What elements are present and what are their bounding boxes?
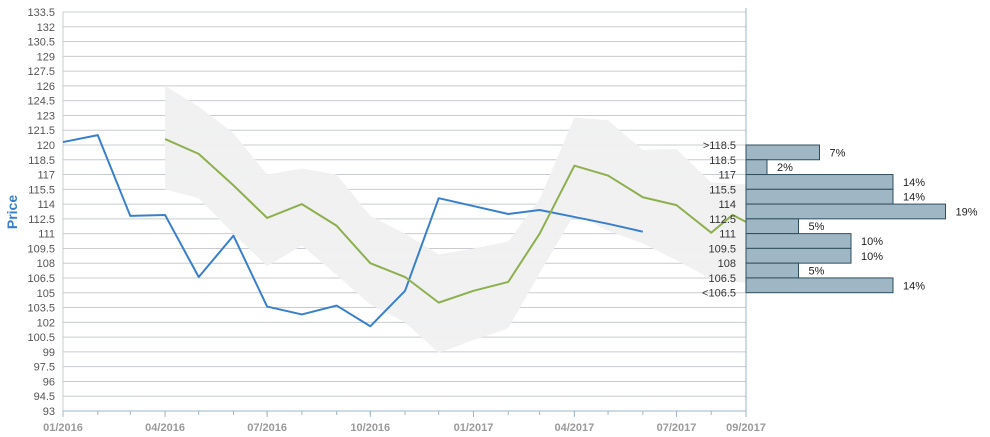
histogram-bar bbox=[745, 188, 894, 205]
y-tick-label: 103.5 bbox=[27, 303, 55, 315]
histogram-bar bbox=[745, 203, 946, 220]
histogram-bar bbox=[745, 247, 852, 264]
histogram-bin-label: 112.5 bbox=[709, 214, 736, 226]
histogram-bin-label: 106.5 bbox=[708, 273, 736, 285]
y-tick-label: 93 bbox=[43, 406, 55, 418]
y-tick-label: 102 bbox=[37, 317, 55, 329]
histogram-bin-label: 109.5 bbox=[708, 243, 736, 255]
histogram-bin-label: 111 bbox=[719, 229, 736, 241]
y-tick-label: 115.5 bbox=[28, 184, 55, 196]
y-tick-label: 126 bbox=[37, 81, 55, 93]
x-tick-label: 07/2016 bbox=[247, 422, 287, 434]
x-tick-label: 01/2017 bbox=[454, 422, 494, 434]
y-axis-label: Price bbox=[4, 195, 20, 229]
y-tick-label: 114 bbox=[37, 199, 55, 211]
y-tick-label: 117 bbox=[37, 170, 55, 182]
band-area bbox=[165, 85, 746, 353]
forecast-series-line bbox=[164, 138, 747, 304]
y-tick-label: 132 bbox=[37, 22, 55, 34]
histogram-percent-label: 14% bbox=[903, 192, 925, 204]
histogram-percent-label: 5% bbox=[809, 266, 825, 278]
y-tick-label: 105 bbox=[37, 288, 55, 300]
confidence-band bbox=[165, 85, 746, 353]
histogram-percent-label: 14% bbox=[903, 177, 925, 189]
distribution-histogram: >118.5 7% 118.5 2% 117 14% 115.5 14% 114 19% 112.5… bbox=[702, 140, 978, 300]
histogram-bin-label: 108 bbox=[718, 258, 736, 270]
y-tick-label: 97.5 bbox=[34, 362, 55, 374]
histogram-bar bbox=[745, 218, 799, 235]
y-tick-label: 130.5 bbox=[27, 37, 55, 49]
histogram-percent-label: 14% bbox=[903, 280, 925, 292]
histogram-percent-label: 7% bbox=[830, 147, 846, 159]
y-axis: 93 94.5 96 97.5 99 100.5 102 103.5 105 106.5 108 10… bbox=[27, 7, 55, 418]
x-tick-label: 04/2017 bbox=[555, 422, 595, 434]
histogram-bar bbox=[745, 144, 820, 161]
y-tick-label: 120 bbox=[37, 140, 55, 152]
histogram-percent-label: 19% bbox=[956, 206, 978, 218]
x-tick-label: 04/2016 bbox=[145, 422, 185, 434]
histogram-bar bbox=[745, 277, 894, 294]
y-tick-label: 111 bbox=[38, 229, 55, 241]
y-tick-label: 94.5 bbox=[34, 391, 55, 403]
y-tick-label: 100.5 bbox=[27, 332, 55, 344]
y-tick-label: 129 bbox=[37, 51, 55, 63]
y-tick-label: 99 bbox=[43, 347, 55, 359]
histogram-bar bbox=[745, 233, 852, 249]
x-tick-label: 10/2016 bbox=[350, 422, 390, 434]
histogram-bar bbox=[745, 159, 768, 176]
x-tick-label: 01/2016 bbox=[43, 422, 83, 434]
y-tick-label: 112.5 bbox=[28, 214, 55, 226]
histogram-bin-label: 115.5 bbox=[709, 184, 736, 196]
y-tick-label: 133.5 bbox=[27, 7, 55, 19]
histogram-percent-label: 10% bbox=[861, 251, 883, 263]
y-tick-label: 127.5 bbox=[27, 66, 55, 78]
histogram-bar bbox=[745, 174, 894, 190]
y-tick-label: 108 bbox=[37, 258, 55, 270]
histogram-percent-label: 2% bbox=[777, 162, 793, 174]
histogram-percent-label: 10% bbox=[861, 236, 883, 248]
histogram-bin-label: <106.5 bbox=[702, 288, 736, 300]
histogram-percent-label: 5% bbox=[809, 221, 825, 233]
series-lines bbox=[62, 134, 747, 328]
histogram-bin-label: 117 bbox=[718, 170, 736, 182]
histogram-bin-label: 118.5 bbox=[709, 155, 736, 167]
y-tick-label: 123 bbox=[37, 110, 55, 122]
histogram-bar bbox=[745, 262, 799, 279]
histogram-bin-label: >118.5 bbox=[703, 140, 736, 152]
x-axis: 01/2016 04/2016 07/2016 10/2016 01/2017 04/20… bbox=[43, 410, 766, 434]
y-tick-label: 96 bbox=[43, 376, 55, 388]
x-tick-label: 09/2017 bbox=[726, 422, 766, 434]
y-tick-label: 109.5 bbox=[27, 243, 55, 255]
y-tick-label: 124.5 bbox=[27, 96, 55, 108]
x-tick-label: 07/2017 bbox=[657, 422, 697, 434]
y-tick-label: 118.5 bbox=[28, 155, 55, 167]
y-tick-label: 106.5 bbox=[27, 273, 55, 285]
y-tick-label: 121.5 bbox=[27, 125, 55, 137]
histogram-bin-label: 114 bbox=[718, 199, 736, 211]
actual-series-line bbox=[62, 134, 644, 328]
